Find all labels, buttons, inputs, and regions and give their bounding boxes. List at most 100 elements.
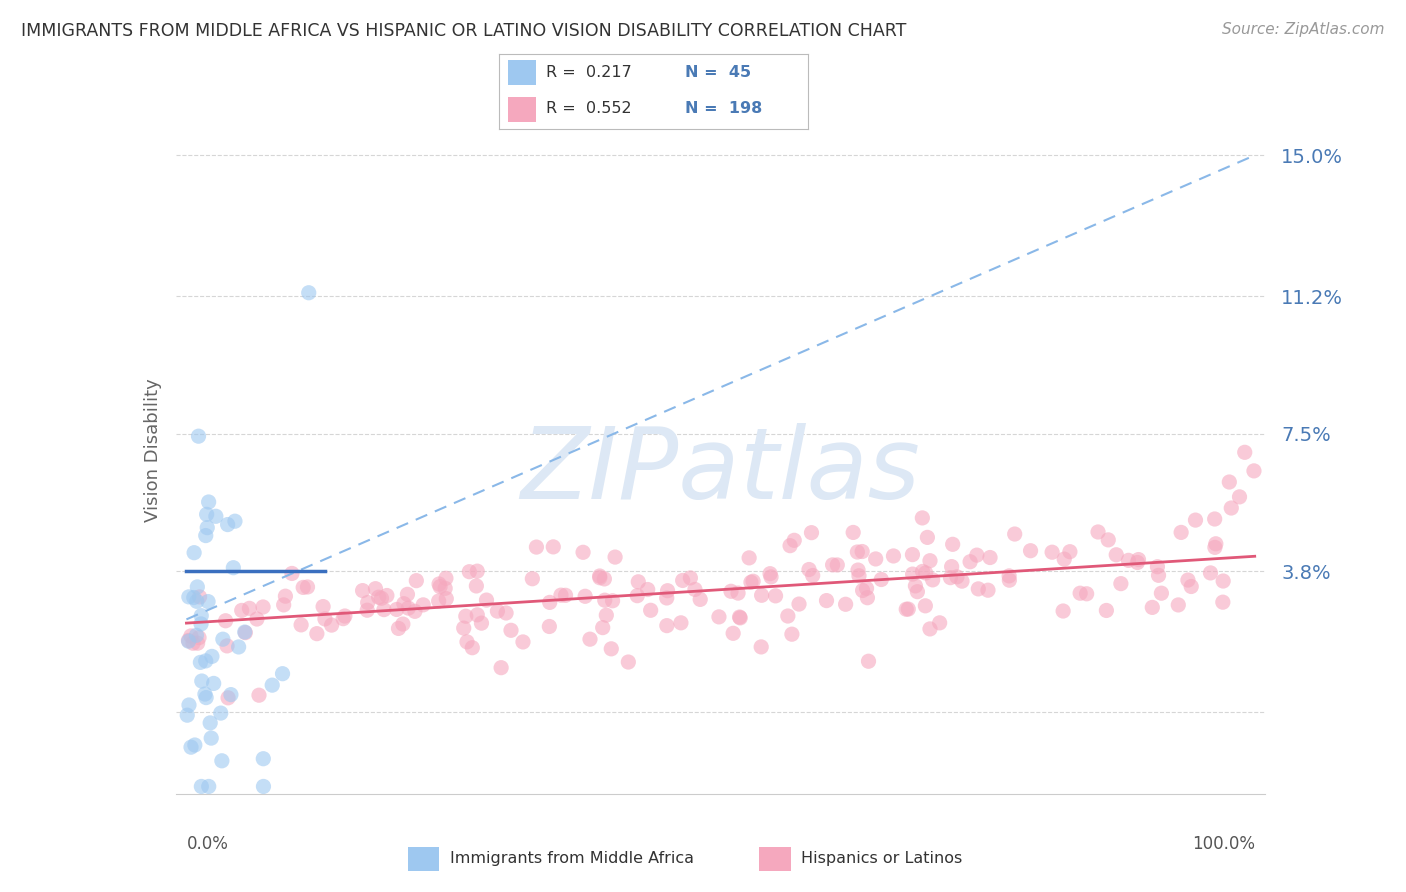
Point xyxy=(1229,490,1251,504)
Point xyxy=(1128,552,1150,566)
Point xyxy=(190,780,212,794)
Point xyxy=(603,550,626,565)
Point xyxy=(217,690,239,705)
Point xyxy=(247,688,270,702)
Point xyxy=(176,708,198,723)
Point xyxy=(917,530,939,544)
Point xyxy=(434,591,457,606)
Point xyxy=(201,649,224,664)
FancyBboxPatch shape xyxy=(759,847,792,871)
Point xyxy=(592,621,614,635)
Point xyxy=(720,584,742,599)
Point xyxy=(1233,445,1256,459)
Point xyxy=(1105,548,1128,562)
Point xyxy=(298,285,321,300)
Point xyxy=(1150,586,1173,600)
Point xyxy=(387,622,409,636)
Point xyxy=(977,583,1000,598)
Point xyxy=(456,635,478,649)
Point xyxy=(458,565,481,579)
Point xyxy=(194,528,217,542)
Point xyxy=(851,544,873,558)
Point xyxy=(219,688,242,702)
Point xyxy=(572,545,595,559)
Point xyxy=(1243,464,1265,478)
Point xyxy=(856,591,879,605)
Point xyxy=(870,573,893,587)
Point xyxy=(429,580,451,594)
Point xyxy=(404,604,426,618)
Point xyxy=(554,588,576,602)
Point xyxy=(959,555,981,569)
Point xyxy=(465,607,488,622)
Point xyxy=(262,678,284,692)
Point xyxy=(290,618,312,632)
Point xyxy=(194,654,217,668)
Point xyxy=(1053,552,1076,566)
Point xyxy=(589,571,612,585)
Point xyxy=(292,581,315,595)
Point xyxy=(190,616,212,631)
Point xyxy=(195,508,218,522)
Point xyxy=(180,740,202,755)
Point xyxy=(186,628,208,642)
Point xyxy=(655,618,678,632)
Point xyxy=(522,572,544,586)
Point xyxy=(177,698,200,712)
Point xyxy=(846,545,869,559)
Point xyxy=(465,564,488,578)
Point xyxy=(396,601,419,615)
Point xyxy=(801,568,824,582)
Point xyxy=(848,568,870,582)
Point xyxy=(475,593,498,607)
Point xyxy=(465,579,488,593)
Point xyxy=(602,594,624,608)
Point xyxy=(1212,574,1234,588)
Point xyxy=(918,554,941,568)
Point xyxy=(321,618,343,632)
Point xyxy=(195,690,218,705)
Point xyxy=(1142,600,1164,615)
Point xyxy=(846,563,869,577)
Point xyxy=(333,609,356,624)
Point xyxy=(669,615,692,630)
Point xyxy=(305,626,328,640)
Point xyxy=(998,573,1021,587)
Point xyxy=(367,590,389,604)
Point xyxy=(543,540,565,554)
Point xyxy=(780,627,803,641)
Point xyxy=(427,594,450,608)
Point xyxy=(427,577,450,591)
Point xyxy=(252,599,274,614)
Point xyxy=(855,582,877,596)
Point xyxy=(177,634,200,648)
Point xyxy=(188,590,211,604)
Point xyxy=(595,608,617,623)
Point xyxy=(274,589,297,603)
Point xyxy=(190,656,212,670)
Point xyxy=(593,572,616,586)
Point xyxy=(212,632,235,647)
Point xyxy=(787,597,810,611)
Text: N =  198: N = 198 xyxy=(685,101,762,116)
Point xyxy=(1097,533,1119,547)
Point xyxy=(200,731,222,745)
Point xyxy=(918,622,941,636)
Point xyxy=(195,521,218,535)
Point xyxy=(911,565,934,579)
Point xyxy=(637,582,659,597)
Point xyxy=(672,574,695,588)
Point xyxy=(679,571,702,585)
FancyBboxPatch shape xyxy=(509,61,536,86)
Point xyxy=(214,614,236,628)
Point xyxy=(538,595,561,609)
Point xyxy=(486,604,509,618)
Point xyxy=(1087,524,1109,539)
Point xyxy=(914,599,936,613)
Point xyxy=(627,574,650,589)
Point xyxy=(194,687,217,701)
Point xyxy=(489,661,512,675)
Point xyxy=(297,580,319,594)
Point xyxy=(188,631,211,645)
Point xyxy=(783,533,806,548)
